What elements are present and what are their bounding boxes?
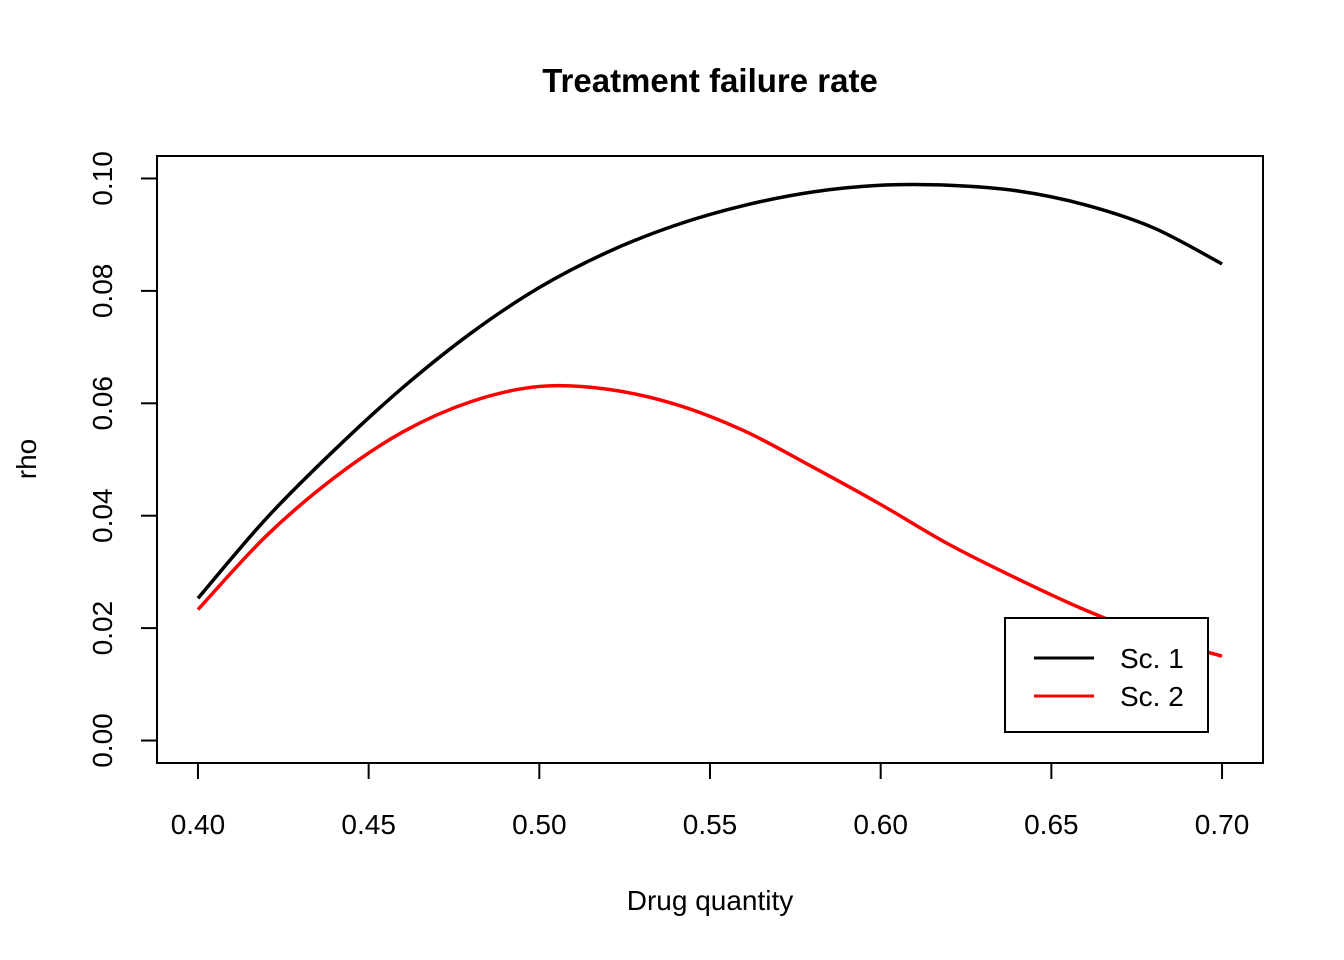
series-layer xyxy=(196,182,1223,658)
x-tick-label: 0.50 xyxy=(512,809,567,840)
x-axis: 0.40 0.45 0.50 0.55 0.60 0.65 0.70 xyxy=(171,762,1250,840)
y-tick-label: 0.04 xyxy=(87,488,118,543)
legend-label-sc2: Sc. 2 xyxy=(1120,681,1184,712)
legend-box xyxy=(1004,617,1209,733)
chart-title: Treatment failure rate xyxy=(542,62,878,99)
y-tick-label: 0.00 xyxy=(87,713,118,768)
x-tick-label: 0.60 xyxy=(853,809,908,840)
x-tick-label: 0.70 xyxy=(1195,809,1250,840)
x-axis-label: Drug quantity xyxy=(627,885,794,916)
y-tick-label: 0.08 xyxy=(87,264,118,319)
x-tick-label: 0.45 xyxy=(341,809,396,840)
y-axis-label: rho xyxy=(11,439,42,479)
x-tick-label: 0.65 xyxy=(1024,809,1079,840)
series-line-sc2 xyxy=(196,383,1223,658)
series-line-sc1 xyxy=(196,182,1223,600)
y-tick-label: 0.06 xyxy=(87,376,118,431)
legend-label-sc1: Sc. 1 xyxy=(1120,643,1184,674)
x-tick-label: 0.55 xyxy=(683,809,738,840)
x-tick-label: 0.40 xyxy=(171,809,226,840)
y-tick-label: 0.10 xyxy=(87,151,118,206)
y-tick-label: 0.02 xyxy=(87,601,118,656)
y-axis: 0.00 0.02 0.04 0.06 0.08 0.10 xyxy=(87,151,158,768)
legend: Sc. 1 Sc. 2 xyxy=(1004,617,1209,733)
